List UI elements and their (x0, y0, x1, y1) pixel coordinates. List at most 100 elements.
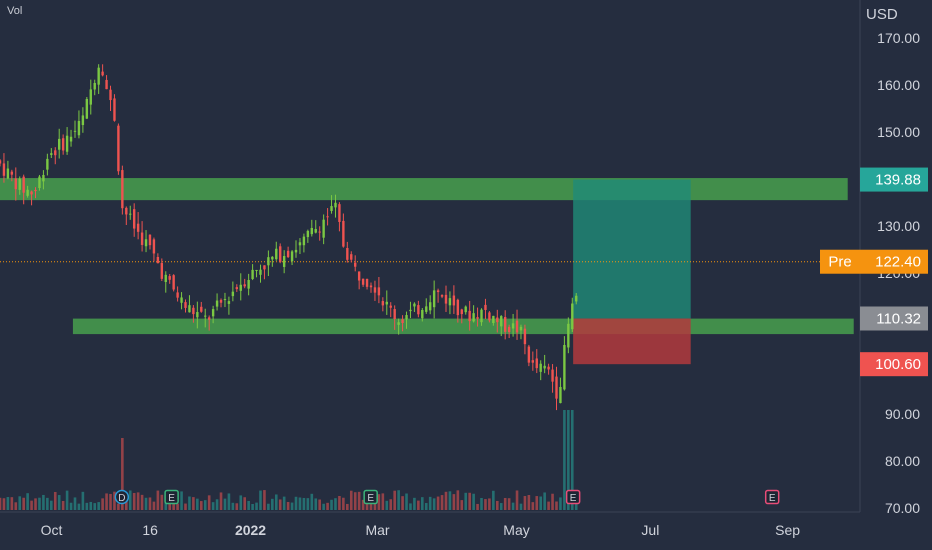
long-position-target-area[interactable] (573, 179, 691, 319)
candle-body (511, 323, 515, 329)
volume-bar (271, 498, 274, 510)
y-tick-label: 170.00 (877, 30, 920, 46)
candle-body (527, 346, 531, 363)
volume-bar (456, 490, 460, 510)
candle-body (14, 178, 17, 190)
volume-bar (286, 501, 290, 510)
volume-bar (440, 495, 444, 510)
candles (0, 64, 578, 411)
volume-bar (424, 503, 428, 510)
candle-body (89, 89, 92, 105)
candle-body (184, 302, 187, 308)
y-tick-label: 150.00 (877, 124, 920, 140)
volume-bar (69, 502, 73, 510)
candle-body (543, 365, 546, 369)
candle-body (6, 168, 10, 179)
volume-bar (448, 491, 452, 510)
earnings-event-marker[interactable] (363, 489, 378, 505)
volume-bar (259, 490, 262, 510)
currency-label[interactable]: USD (866, 6, 898, 23)
volume-bar (247, 500, 250, 510)
volume-bar (73, 497, 77, 510)
candle-body (156, 256, 160, 264)
candle-body (168, 276, 171, 280)
volume-bar (57, 495, 61, 510)
candle-body (318, 231, 321, 233)
candle-body (413, 303, 416, 307)
price-tag-value: 139.88 (875, 172, 921, 189)
earnings-event-marker[interactable] (764, 489, 780, 505)
earnings-event-marker[interactable] (565, 489, 581, 505)
resistance-zone[interactable] (0, 178, 848, 201)
volume-bar (235, 503, 239, 510)
y-tick-label: 80.00 (885, 453, 920, 469)
candle-body (515, 320, 519, 333)
candle-body (539, 363, 542, 372)
volume-bar (192, 497, 195, 510)
candle-body (373, 287, 377, 293)
candle-body (361, 278, 365, 285)
candle-body (30, 191, 33, 195)
volume-bar (211, 502, 215, 510)
candle-body (54, 150, 57, 156)
volume-bar (468, 492, 471, 510)
earnings-event-marker[interactable] (164, 489, 179, 505)
volume-bar (227, 493, 231, 510)
dividend-event-marker[interactable] (114, 489, 130, 505)
candle-body (140, 232, 144, 245)
candle-body (298, 242, 302, 246)
volume-bar (326, 502, 329, 510)
volume-bar (519, 503, 523, 510)
volume-bar (488, 498, 491, 510)
event-marker-label: E (769, 493, 776, 504)
volume-bar (61, 500, 65, 510)
volume-bar (464, 492, 468, 510)
volume-bar (495, 500, 499, 510)
candle-body (81, 115, 85, 126)
volume-bar (50, 500, 53, 510)
long-position-stop-area[interactable] (573, 318, 691, 365)
x-tick-label: Oct (41, 522, 63, 538)
volume-bar (559, 497, 562, 510)
x-tick-label: 16 (142, 522, 158, 538)
candle-body (472, 313, 475, 322)
price-tag-background (860, 352, 928, 377)
candle-body (563, 344, 566, 390)
volume-bar (132, 492, 136, 510)
candle-body (507, 326, 511, 333)
volume-bar (148, 497, 152, 510)
price-tag-background (860, 167, 928, 192)
volume-bar (144, 497, 148, 510)
support-zone[interactable] (72, 318, 854, 335)
volume-bar (484, 499, 487, 510)
volume-bar (188, 496, 191, 510)
candle-body (243, 284, 246, 287)
volume-bar (180, 491, 183, 510)
volume-bar (338, 495, 341, 510)
candle-body (436, 290, 440, 293)
candle-body (172, 275, 175, 290)
volume-bar (405, 493, 408, 510)
candle-body (204, 315, 207, 317)
candle-body (129, 213, 132, 215)
candle-body (227, 301, 231, 304)
volume-bar (239, 495, 243, 510)
candle-body (357, 271, 361, 281)
volume-bar (452, 494, 456, 510)
candle-body (132, 209, 136, 229)
price-tag: 139.88 (860, 167, 928, 192)
volume-bar (369, 502, 373, 510)
volume-bar (531, 502, 535, 510)
price-tag: 110.32 (860, 306, 928, 331)
candle-body (93, 82, 96, 90)
volume-bar (322, 503, 325, 510)
candle-body (334, 202, 337, 208)
candle-body (444, 294, 448, 304)
candle-body (425, 306, 428, 312)
candle-body (282, 256, 286, 267)
candle-body (267, 257, 270, 266)
x-tick-label: Sep (775, 522, 800, 538)
volume-bar (361, 499, 365, 510)
candle-body (231, 291, 235, 297)
